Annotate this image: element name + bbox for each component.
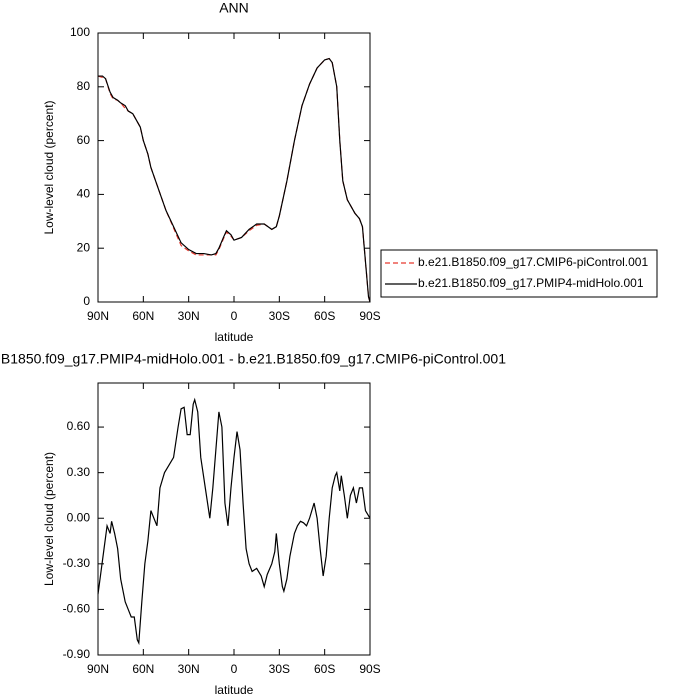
x-tick-label: 90S bbox=[359, 662, 380, 676]
x-axis-label: latitude bbox=[215, 330, 254, 344]
y-tick-label: 0 bbox=[83, 294, 90, 308]
y-tick-label: -0.30 bbox=[63, 556, 91, 570]
y-tick-label: 60 bbox=[77, 133, 91, 147]
y-axis-label: Low-level cloud (percent) bbox=[42, 100, 56, 234]
y-tick-label: -0.90 bbox=[63, 647, 91, 661]
y-axis-label: Low-level cloud (percent) bbox=[42, 452, 56, 586]
chart-title: b.e21.B1850.f09_g17.PMIP4-midHolo.001 - … bbox=[0, 351, 506, 367]
x-tick-label: 30S bbox=[269, 309, 290, 323]
x-tick-label: 30N bbox=[178, 309, 200, 323]
legend-label: b.e21.B1850.f09_g17.CMIP6-piControl.001 bbox=[418, 255, 648, 269]
x-tick-label: 60S bbox=[314, 309, 335, 323]
x-axis-label: latitude bbox=[215, 683, 254, 697]
plot-frame bbox=[97, 32, 371, 303]
chart-title: ANN bbox=[219, 0, 249, 16]
y-tick-label: 0.00 bbox=[67, 510, 91, 524]
y-tick-label: 40 bbox=[77, 187, 91, 201]
x-tick-label: 30S bbox=[269, 662, 290, 676]
x-tick-label: 0 bbox=[231, 662, 238, 676]
y-tick-label: 80 bbox=[77, 79, 91, 93]
x-tick-label: 60S bbox=[314, 662, 335, 676]
x-tick-label: 30N bbox=[178, 662, 200, 676]
y-tick-label: 0.60 bbox=[67, 419, 91, 433]
y-tick-label: 20 bbox=[77, 240, 91, 254]
x-tick-label: 90N bbox=[87, 309, 109, 323]
legend-box bbox=[380, 249, 658, 298]
data-line bbox=[97, 397, 371, 646]
y-tick-label: -0.60 bbox=[63, 602, 91, 616]
y-tick-label: 100 bbox=[70, 25, 90, 39]
x-tick-label: 60N bbox=[132, 309, 154, 323]
x-tick-label: 90N bbox=[87, 662, 109, 676]
y-tick-label: 0.30 bbox=[67, 465, 91, 479]
x-tick-label: 90S bbox=[359, 309, 380, 323]
x-tick-label: 60N bbox=[132, 662, 154, 676]
x-tick-label: 0 bbox=[231, 309, 238, 323]
legend-label: b.e21.B1850.f09_g17.PMIP4-midHolo.001 bbox=[418, 276, 644, 290]
plot-frame bbox=[97, 382, 371, 656]
data-line bbox=[98, 57, 371, 303]
